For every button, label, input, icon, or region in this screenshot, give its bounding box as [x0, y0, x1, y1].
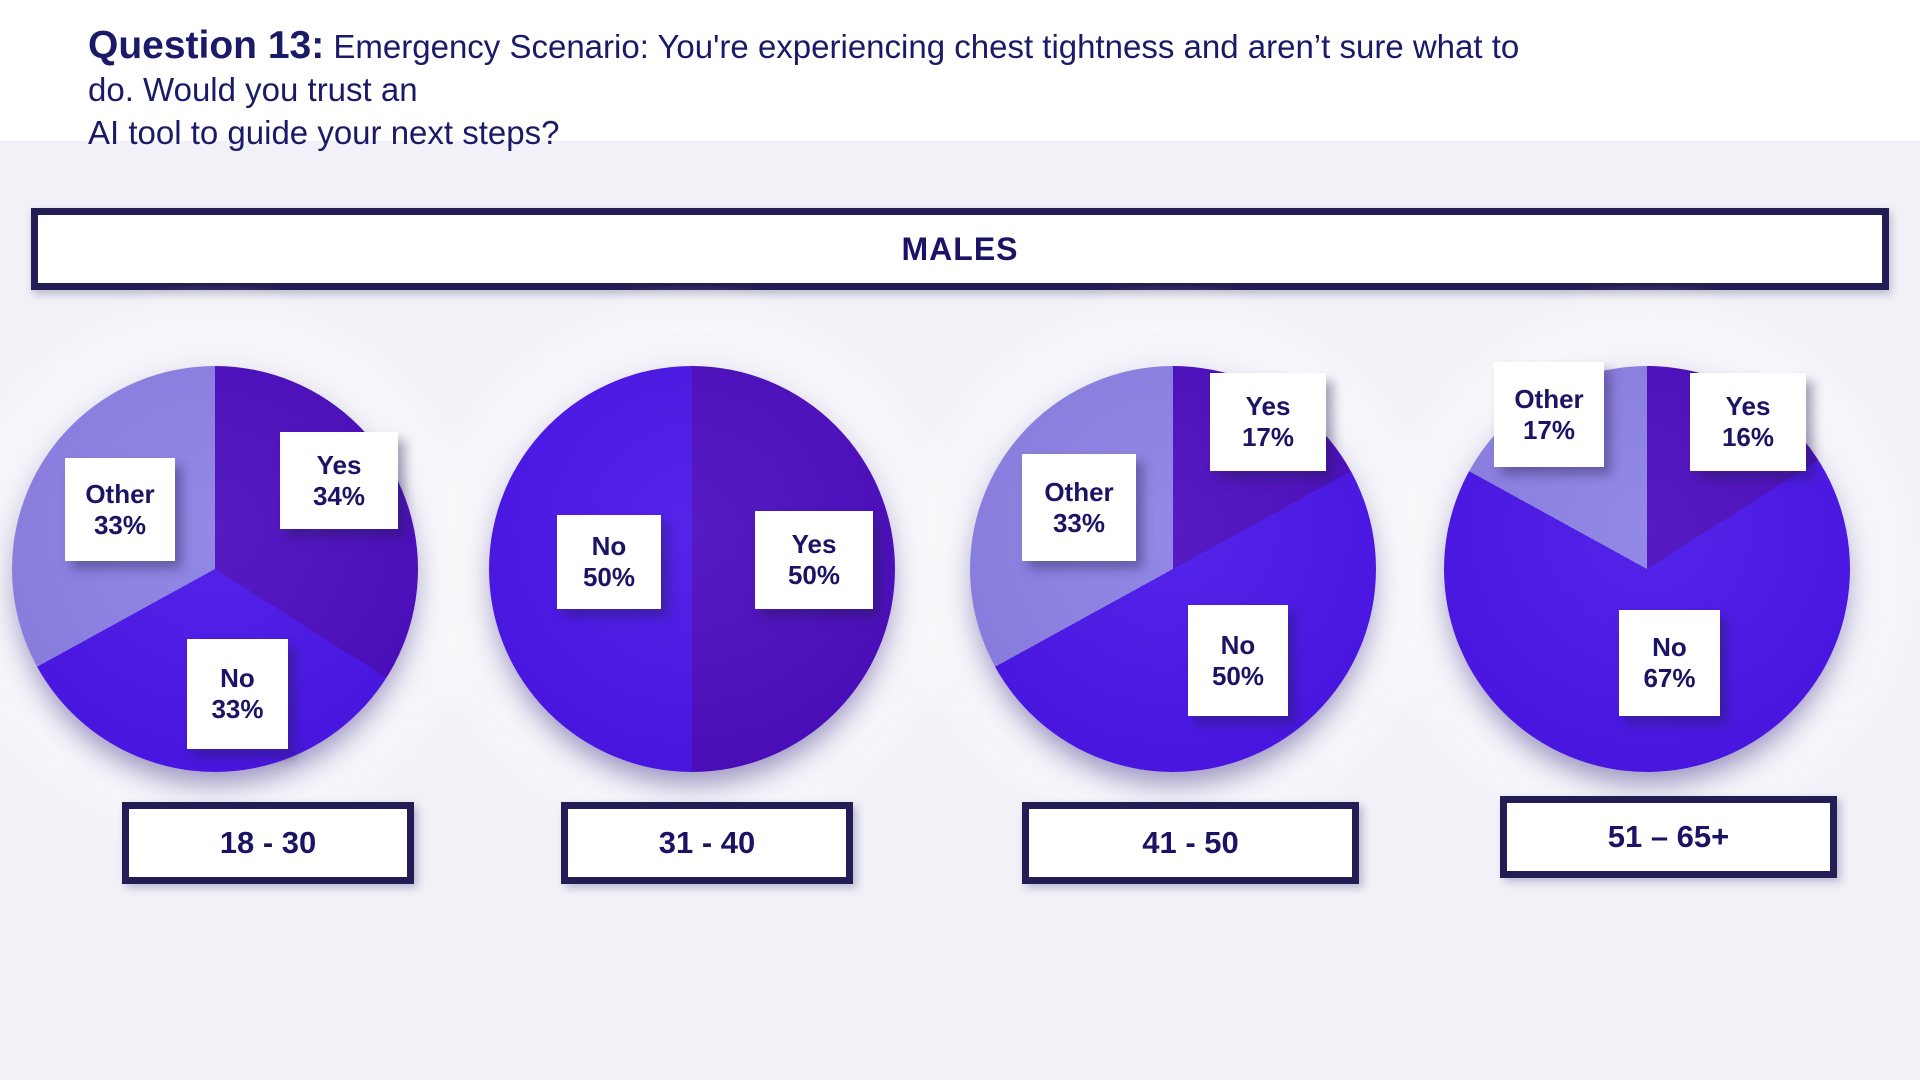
- slice-name: Yes: [1245, 391, 1291, 421]
- age-group-label: 31 - 40: [658, 825, 756, 860]
- slice-pct: 17%: [1522, 414, 1576, 445]
- slice-name: No: [1220, 629, 1256, 660]
- group-banner: MALES: [31, 208, 1889, 290]
- slice-pct: 34%: [312, 480, 366, 511]
- question-number: Question 13:: [88, 24, 325, 67]
- slice-label-no: No 50%: [557, 515, 661, 609]
- age-group-label: 18 - 30: [219, 825, 317, 860]
- slice-label-other: Other 33%: [1022, 454, 1136, 561]
- slice-name: Other: [1044, 476, 1114, 507]
- slice-label-other: Other 33%: [65, 458, 175, 561]
- slice-name: No: [591, 531, 627, 561]
- age-group-label: 51 – 65+: [1607, 819, 1730, 854]
- slice-name: Yes: [791, 529, 837, 559]
- slice-label-yes: Yes 34%: [280, 432, 398, 529]
- slice-label-no: No 50%: [1188, 605, 1288, 716]
- slice-pct: 33%: [211, 694, 264, 724]
- slice-pct: 33%: [1052, 507, 1106, 538]
- age-group-label: 41 - 50: [1142, 825, 1239, 860]
- slice-label-yes: Yes 17%: [1210, 373, 1326, 471]
- slice-pct: 50%: [787, 560, 841, 590]
- slice-pct: 16%: [1721, 422, 1775, 452]
- slice-pct: 67%: [1643, 663, 1696, 693]
- slice-name: No: [220, 663, 255, 693]
- question-title: Question 13: Emergency Scenario: You're …: [88, 24, 1548, 154]
- slice-label-other: Other 17%: [1494, 362, 1604, 467]
- slice-name: Other: [1514, 383, 1584, 414]
- slice-name: Other: [85, 478, 155, 509]
- slice-label-yes: Yes 16%: [1690, 373, 1806, 471]
- slice-label-no: No 67%: [1619, 610, 1720, 716]
- slice-name: Yes: [1725, 391, 1771, 421]
- question-text-line2: AI tool to guide your next steps?: [88, 114, 560, 151]
- age-group-box-51-65: 51 – 65+: [1500, 796, 1837, 878]
- pie-wrap-41-50: [890, 286, 1456, 852]
- pie-wrap-31-40: [409, 286, 975, 852]
- slice-name: No: [1652, 632, 1687, 662]
- question-text-line1: Emergency Scenario: You're experiencing …: [88, 28, 1520, 108]
- title-band: Question 13: Emergency Scenario: You're …: [0, 0, 1920, 151]
- age-group-box-41-50: 41 - 50: [1022, 802, 1359, 884]
- slice-pct: 17%: [1241, 422, 1295, 452]
- slice-pct: 33%: [93, 509, 147, 540]
- age-group-box-18-30: 18 - 30: [122, 802, 414, 884]
- slice-name: Yes: [316, 449, 362, 480]
- slice-label-yes: Yes 50%: [755, 511, 873, 609]
- slice-pct: 50%: [1211, 660, 1265, 691]
- group-banner-label: MALES: [901, 230, 1019, 267]
- age-group-box-31-40: 31 - 40: [561, 802, 853, 884]
- slice-pct: 50%: [582, 562, 636, 592]
- slice-label-no: No 33%: [187, 639, 288, 749]
